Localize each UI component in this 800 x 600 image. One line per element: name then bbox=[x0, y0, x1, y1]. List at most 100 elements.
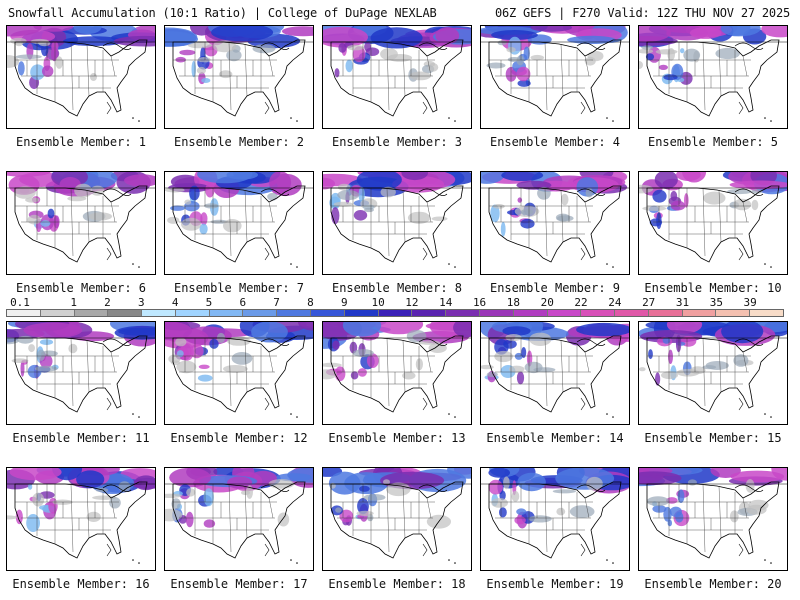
ensemble-member-label: Ensemble Member: 7 bbox=[173, 281, 305, 295]
colorbar-tick-label: 35 bbox=[709, 296, 723, 309]
colorbar-segment bbox=[412, 310, 447, 316]
ensemble-map-panel bbox=[638, 171, 788, 275]
snowfall-map bbox=[7, 172, 155, 274]
ensemble-map-panel bbox=[322, 25, 472, 129]
chart-title: Snowfall Accumulation (10:1 Ratio) | Col… bbox=[8, 6, 437, 20]
colorbar-tick-label: 6 bbox=[239, 296, 247, 309]
colorbar-segment bbox=[648, 310, 683, 316]
colorbar-segment bbox=[682, 310, 717, 316]
ensemble-map-panel bbox=[164, 25, 314, 129]
ensemble-map-panel bbox=[322, 467, 472, 571]
colorbar-segment bbox=[378, 310, 413, 316]
ensemble-map-panel bbox=[322, 321, 472, 425]
ensemble-map-panel bbox=[6, 321, 156, 425]
colorbar-segment bbox=[175, 310, 210, 316]
ensemble-member-label: Ensemble Member: 11 bbox=[12, 431, 150, 445]
snowfall-map bbox=[7, 468, 155, 570]
ensemble-member-label: Ensemble Member: 5 bbox=[647, 135, 779, 149]
colorbar-tick-label: 0.1 bbox=[10, 296, 30, 309]
snowfall-map bbox=[639, 26, 787, 128]
ensemble-map-panel bbox=[322, 171, 472, 275]
ensemble-member-label: Ensemble Member: 15 bbox=[644, 431, 782, 445]
snowfall-map bbox=[7, 322, 155, 424]
colorbar-tick-label: 2 bbox=[104, 296, 111, 309]
colorbar-segment bbox=[513, 310, 548, 316]
ensemble-member-label: Ensemble Member: 1 bbox=[15, 135, 147, 149]
colorbar-tick-label: 3 bbox=[137, 296, 145, 309]
snowfall-map bbox=[481, 322, 629, 424]
colorbar-segment bbox=[7, 310, 41, 316]
colorbar-tick-label: 31 bbox=[675, 296, 690, 309]
ensemble-member-label: Ensemble Member: 19 bbox=[486, 577, 624, 591]
snowfall-map bbox=[639, 322, 787, 424]
snowfall-map bbox=[323, 322, 471, 424]
snowfall-map bbox=[639, 172, 787, 274]
colorbar-tick-label: 4 bbox=[171, 296, 179, 309]
colorbar-segment bbox=[581, 310, 616, 316]
colorbar-segment bbox=[344, 310, 379, 316]
ensemble-member-label: Ensemble Member: 13 bbox=[328, 431, 466, 445]
snowfall-map bbox=[481, 26, 629, 128]
ensemble-map-panel bbox=[480, 321, 630, 425]
ensemble-member-label: Ensemble Member: 3 bbox=[331, 135, 463, 149]
ensemble-map-panel bbox=[638, 25, 788, 129]
snowfall-map bbox=[323, 468, 471, 570]
colorbar-segment bbox=[108, 310, 143, 316]
ensemble-member-label: Ensemble Member: 9 bbox=[489, 281, 621, 295]
colorbar-labels: 0.1 1 2 3 4 5 6 7 8 9 10 12 14 16 18 20 22 24 27 31 35 39 bbox=[0, 296, 800, 309]
colorbar-tick-label: 16 bbox=[472, 296, 487, 309]
colorbar-tick-label: 10 bbox=[371, 296, 385, 309]
ensemble-member-label: Ensemble Member: 17 bbox=[170, 577, 308, 591]
colorbar-tick-label: 39 bbox=[743, 296, 757, 309]
snowfall-map bbox=[165, 322, 313, 424]
colorbar-segment bbox=[142, 310, 176, 316]
colorbar-tick-label: 7 bbox=[273, 296, 280, 309]
snowfall-colorbar bbox=[6, 309, 784, 317]
ensemble-map-panel bbox=[6, 171, 156, 275]
snowfall-map bbox=[481, 172, 629, 274]
snowfall-map bbox=[639, 468, 787, 570]
colorbar-tick-label: 9 bbox=[340, 296, 348, 309]
ensemble-map-panel bbox=[480, 25, 630, 129]
ensemble-member-label: Ensemble Member: 10 bbox=[644, 281, 782, 295]
colorbar-segment bbox=[243, 310, 278, 316]
ensemble-map-panel bbox=[638, 321, 788, 425]
ensemble-map-panel bbox=[164, 171, 314, 275]
colorbar-tick-label: 14 bbox=[439, 296, 453, 309]
colorbar-segment bbox=[74, 310, 109, 316]
colorbar-segment bbox=[716, 310, 751, 316]
colorbar-segment bbox=[446, 310, 480, 316]
colorbar-tick-label: 20 bbox=[540, 296, 554, 309]
colorbar-tick-label: 1 bbox=[70, 296, 77, 309]
ensemble-member-label: Ensemble Member: 6 bbox=[15, 281, 147, 295]
ensemble-map-panel bbox=[164, 321, 314, 425]
ensemble-member-label: Ensemble Member: 8 bbox=[331, 281, 463, 295]
ensemble-member-label: Ensemble Member: 18 bbox=[328, 577, 466, 591]
colorbar-tick-label: 18 bbox=[506, 296, 521, 309]
colorbar-segment bbox=[277, 310, 312, 316]
ensemble-map-panel bbox=[480, 171, 630, 275]
ensemble-member-label: Ensemble Member: 20 bbox=[644, 577, 782, 591]
ensemble-map-panel bbox=[164, 467, 314, 571]
snowfall-map bbox=[323, 26, 471, 128]
model-run-info: 06Z GEFS | F270 Valid: 12Z THU NOV 27 20… bbox=[494, 6, 790, 20]
ensemble-member-label: Ensemble Member: 12 bbox=[170, 431, 308, 445]
ensemble-member-label: Ensemble Member: 4 bbox=[489, 135, 621, 149]
colorbar-tick-label: 8 bbox=[307, 296, 314, 309]
colorbar-segment bbox=[311, 310, 345, 316]
snowfall-map bbox=[481, 468, 629, 570]
ensemble-member-label: Ensemble Member: 14 bbox=[486, 431, 624, 445]
colorbar-segment bbox=[547, 310, 582, 316]
ensemble-member-label: Ensemble Member: 16 bbox=[12, 577, 150, 591]
colorbar-segment bbox=[615, 310, 649, 316]
ensemble-member-label: Ensemble Member: 2 bbox=[173, 135, 305, 149]
ensemble-map-panel bbox=[480, 467, 630, 571]
colorbar-tick-label: 24 bbox=[608, 296, 622, 309]
colorbar-segment bbox=[209, 310, 244, 316]
ensemble-map-panel bbox=[6, 467, 156, 571]
snowfall-map bbox=[165, 468, 313, 570]
colorbar-segment bbox=[40, 310, 75, 316]
colorbar-tick-label: 12 bbox=[405, 296, 419, 309]
colorbar-segment bbox=[750, 310, 783, 316]
snowfall-map bbox=[323, 172, 471, 274]
